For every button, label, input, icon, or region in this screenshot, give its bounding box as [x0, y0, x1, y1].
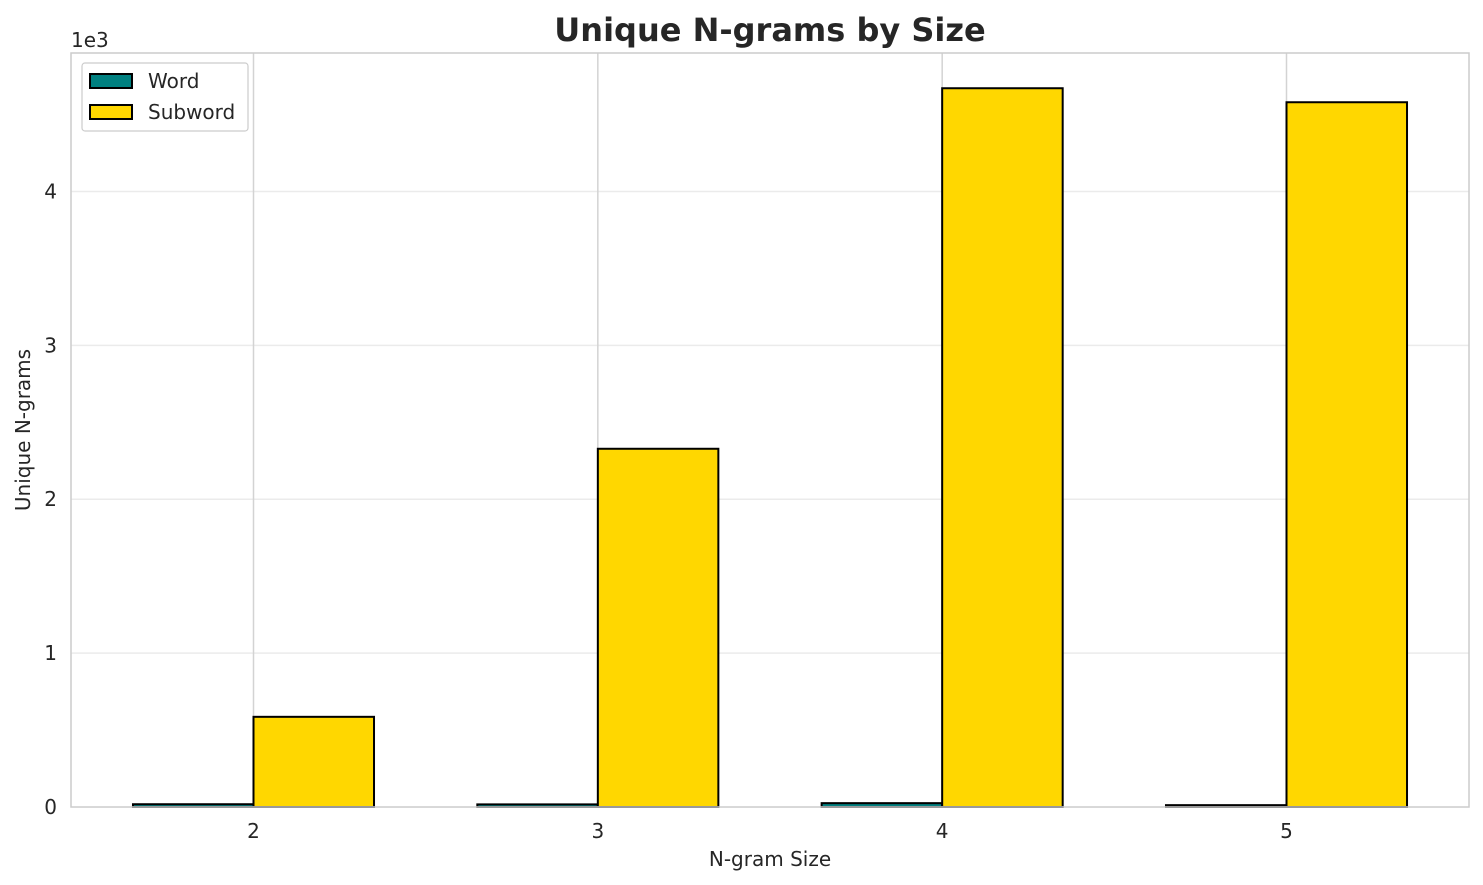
y-tick-label: 2 — [44, 487, 57, 511]
y-tick-label: 4 — [44, 179, 57, 203]
tick-labels: 0 1 2 3 4 2 3 4 5 — [44, 179, 1293, 843]
y-axis-label: Unique N-grams — [11, 349, 35, 511]
x-tick-label: 4 — [936, 819, 949, 843]
x-tick-label: 5 — [1280, 819, 1293, 843]
legend: Word Subword — [81, 62, 249, 132]
legend-label-subword: Subword — [148, 100, 235, 124]
grid-lines — [71, 53, 1469, 807]
bar-subword-3 — [596, 447, 720, 808]
y-tick-label: 0 — [44, 795, 57, 819]
y-offset-label: 1e3 — [71, 28, 109, 52]
legend-swatch-subword — [89, 104, 133, 120]
bars — [131, 87, 1409, 809]
bar-subword-4 — [941, 87, 1064, 808]
chart-title: Unique N-grams by Size — [554, 11, 985, 49]
x-tick-label: 3 — [591, 819, 604, 843]
bar-subword-2 — [252, 715, 376, 808]
bar-subword-5 — [1285, 101, 1409, 808]
y-tick-label: 1 — [44, 641, 57, 665]
plot-frame — [70, 52, 1470, 808]
legend-swatch-word — [89, 73, 133, 89]
x-tick-label: 2 — [247, 819, 260, 843]
legend-label-word: Word — [148, 69, 199, 93]
y-tick-label: 3 — [44, 333, 57, 357]
x-axis-label: N-gram Size — [709, 847, 831, 871]
